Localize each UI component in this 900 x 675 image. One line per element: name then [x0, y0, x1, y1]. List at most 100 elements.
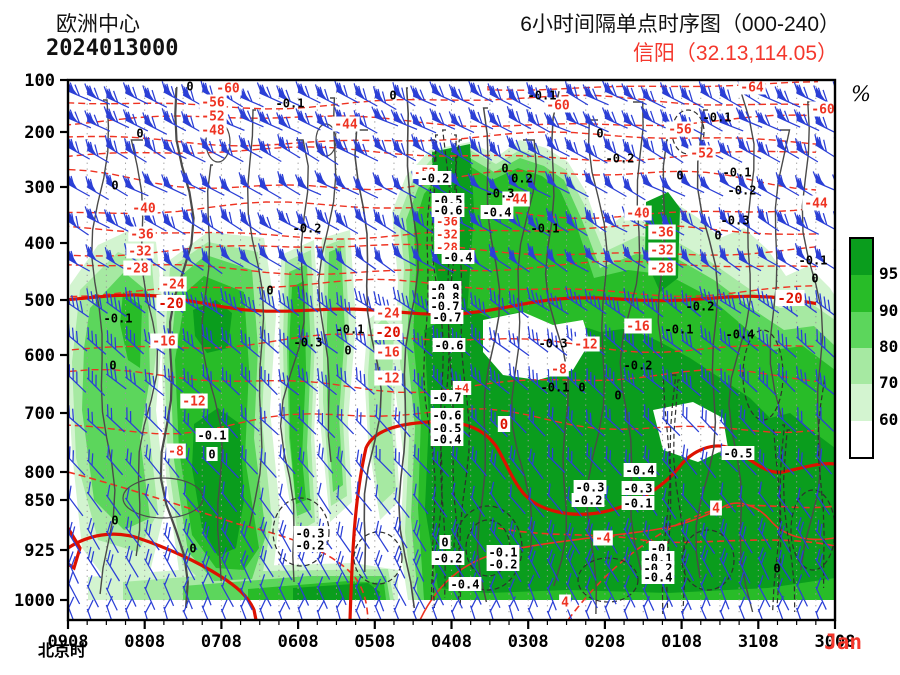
- wind-barb: [162, 249, 185, 275]
- wind-barb-pennant: [317, 246, 327, 262]
- wind-barb: [700, 365, 720, 393]
- wind-barb: [316, 482, 332, 515]
- wind-barb: [259, 574, 272, 607]
- wind-barb: [448, 84, 475, 107]
- wind-barb: [815, 444, 833, 475]
- wind-barb: [105, 484, 122, 516]
- wind-barb-pennant: [815, 86, 826, 101]
- wind-barb: [86, 546, 102, 579]
- wind-barb-pennant: [489, 111, 500, 126]
- contour-label: -52: [201, 110, 224, 125]
- wind-barb-pennant: [394, 213, 404, 229]
- contour-label: -8: [168, 445, 184, 460]
- wind-barb-pennant: [777, 136, 787, 152]
- wind-barb: [796, 574, 809, 607]
- wind-barb: [220, 288, 243, 314]
- wind-barb: [104, 135, 129, 160]
- wind-barb: [507, 247, 530, 273]
- contour-label-box: [214, 80, 242, 96]
- wind-barb: [680, 329, 703, 356]
- wind-barb-pennant: [681, 248, 691, 264]
- wind-barb: [642, 330, 662, 359]
- wind-barb: [122, 109, 149, 132]
- wind-barb: [489, 575, 501, 608]
- wind-barb: [719, 482, 737, 513]
- wind-barb: [412, 549, 425, 582]
- wind-barb: [756, 244, 781, 268]
- wind-barb: [546, 549, 560, 582]
- wind-barb: [84, 206, 110, 229]
- wind-barb: [278, 483, 294, 515]
- contour-label: -56: [201, 96, 225, 111]
- wind-barb: [124, 487, 140, 519]
- wind-barb: [622, 244, 646, 269]
- wind-barb: [815, 483, 831, 515]
- wind-barb: [584, 289, 607, 315]
- wind-barb-pennant: [604, 174, 615, 190]
- contour-label: -0.2: [421, 171, 450, 185]
- wind-barb: [526, 212, 550, 237]
- wind-barb: [470, 521, 487, 553]
- contour-label-box: [431, 551, 465, 565]
- wind-barb: [681, 290, 702, 318]
- wind-barb: [199, 173, 225, 196]
- contour-label: 0: [811, 271, 818, 285]
- contour-label-box: [486, 557, 520, 571]
- contour-label: -0.1: [799, 253, 828, 267]
- contour-label: -16: [152, 335, 176, 350]
- wind-barb: [163, 598, 172, 620]
- wind-barb: [719, 600, 731, 620]
- wind-barb: [508, 596, 517, 620]
- wind-barb: [488, 139, 512, 165]
- contour-label: 0: [578, 380, 585, 394]
- wind-barb: [144, 403, 163, 433]
- wind-barb-pennant: [317, 85, 327, 100]
- wind-barb-pennant: [815, 209, 826, 225]
- wind-barb: [756, 139, 781, 163]
- wind-barb: [585, 548, 597, 581]
- wind-barb: [719, 245, 741, 272]
- wind-barb-pennant: [758, 111, 769, 126]
- contour-label-box: [624, 205, 652, 221]
- wind-barb: [563, 108, 590, 129]
- wind-barb: [105, 363, 127, 390]
- wind-barb-pennant: [777, 210, 788, 225]
- wind-barb: [240, 520, 254, 553]
- wind-barb: [661, 448, 679, 479]
- wind-barb: [604, 446, 622, 476]
- contour-label: -0.2: [624, 358, 653, 372]
- contour-label-box: [430, 408, 464, 422]
- wind-barb: [297, 406, 317, 435]
- wind-barb-pennant: [432, 109, 443, 124]
- wind-barb-pennant: [528, 176, 538, 191]
- contour-label-box: [373, 324, 403, 340]
- wind-barb-pennant: [68, 137, 78, 153]
- wind-barb: [182, 548, 196, 581]
- wind-barb: [335, 248, 358, 274]
- wind-barb: [220, 449, 240, 479]
- contour-label: -0.1: [665, 322, 694, 336]
- contour-label: -0.1: [541, 380, 570, 394]
- wind-barb-pennant: [221, 207, 231, 223]
- contour-label: -0.2: [293, 221, 322, 235]
- contour-label: -60: [546, 99, 570, 114]
- x-tick-label: 0708: [201, 632, 242, 652]
- contour-label: -0.2: [606, 151, 635, 165]
- y-tick-label: 100: [24, 71, 55, 91]
- wind-barb: [144, 577, 156, 610]
- wind-barb-pennant: [489, 177, 500, 192]
- wind-barb-pennant: [739, 249, 749, 265]
- contour-label: -44: [334, 118, 358, 133]
- wind-barb: [604, 485, 620, 517]
- wind-barb: [86, 367, 106, 397]
- contour-label-box: [156, 295, 186, 311]
- wind-barb: [294, 174, 322, 196]
- wind-barb-pennant: [585, 209, 595, 225]
- wind-barb-pennant: [394, 139, 404, 155]
- wind-barb: [431, 486, 448, 518]
- wind-barb: [182, 600, 194, 620]
- wind-barb: [543, 112, 571, 133]
- wind-barb: [815, 290, 835, 317]
- contour-label: 0: [111, 513, 118, 527]
- omega-contour-loop: [681, 529, 735, 591]
